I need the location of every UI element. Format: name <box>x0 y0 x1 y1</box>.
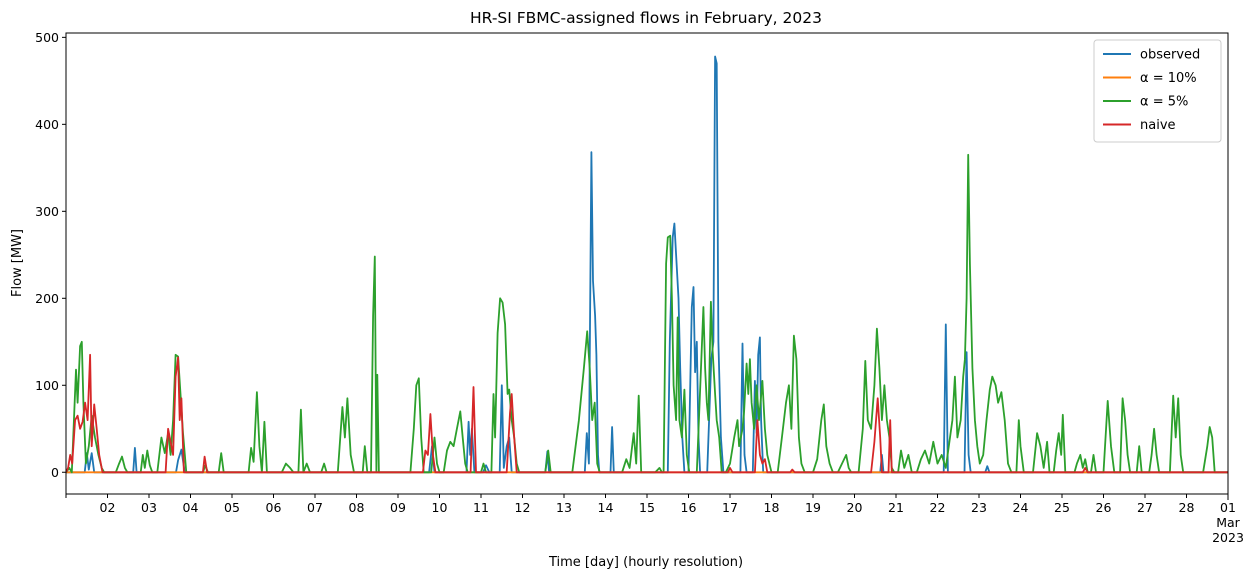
x-tick-label: 03 <box>141 500 157 515</box>
x-tick-label: 15 <box>639 500 655 515</box>
legend: observed α = 10% α = 5% naive <box>1093 39 1222 143</box>
x-tick-label: 11 <box>473 500 489 515</box>
series-layer <box>66 55 1228 474</box>
series-line-2 <box>66 153 1228 474</box>
x-tick-label-end: 01 <box>1220 500 1236 515</box>
x-tick-label: 19 <box>805 500 821 515</box>
x-tick-label: 28 <box>1179 500 1195 515</box>
x-tick-label: 10 <box>432 500 448 515</box>
x-axis-label: Time [day] (hourly resolution) <box>548 555 743 570</box>
x-tick-label-end: 2023 <box>1212 530 1244 545</box>
x-tick-label: 27 <box>1137 500 1153 515</box>
x-tick-label: 21 <box>888 500 904 515</box>
y-axis: 0 100 200 300 400 500 <box>35 30 66 480</box>
x-tick-label: 26 <box>1096 500 1112 515</box>
x-tick-label: 16 <box>681 500 697 515</box>
y-tick-label: 0 <box>51 465 59 480</box>
x-tick-label: 18 <box>764 500 780 515</box>
x-tick-label: 02 <box>100 500 116 515</box>
plot-frame <box>65 32 1229 495</box>
x-tick-label: 04 <box>183 500 199 515</box>
x-tick-label: 06 <box>266 500 282 515</box>
x-tick-label: 23 <box>971 500 987 515</box>
y-tick-label: 300 <box>35 204 59 219</box>
y-tick-label: 400 <box>35 117 59 132</box>
series-line-0 <box>66 55 1228 474</box>
x-axis: 02 03 04 05 06 07 08 09 10 11 12 13 14 15 16 17 18 19 20 21… <box>65 494 1244 545</box>
x-tick-label: 12 <box>515 500 531 515</box>
legend-label: observed <box>1140 48 1200 63</box>
chart-title: HR-SI FBMC-assigned flows in February, 2… <box>470 9 822 27</box>
y-tick-label: 200 <box>35 291 59 306</box>
legend-label: naive <box>1140 118 1176 133</box>
legend-label: α = 5% <box>1140 95 1188 110</box>
x-tick-label: 20 <box>847 500 863 515</box>
legend-label: α = 10% <box>1140 71 1197 86</box>
y-tick-label: 100 <box>35 378 59 393</box>
x-tick-label: 05 <box>224 500 240 515</box>
legend-box <box>1093 39 1222 143</box>
series-line-3 <box>66 353 1228 474</box>
x-tick-label: 14 <box>598 500 614 515</box>
x-tick-label: 22 <box>930 500 946 515</box>
x-tick-label: 13 <box>556 500 572 515</box>
x-tick-label: 07 <box>307 500 323 515</box>
x-tick-label: 08 <box>349 500 365 515</box>
x-tick-label: 09 <box>390 500 406 515</box>
y-tick-label: 500 <box>35 30 59 45</box>
y-axis-label: Flow [MW] <box>10 229 25 297</box>
x-tick-label-end: Mar <box>1216 515 1240 530</box>
x-tick-label: 24 <box>1013 500 1029 515</box>
x-tick-label: 17 <box>722 500 738 515</box>
x-tick-label: 25 <box>1054 500 1070 515</box>
